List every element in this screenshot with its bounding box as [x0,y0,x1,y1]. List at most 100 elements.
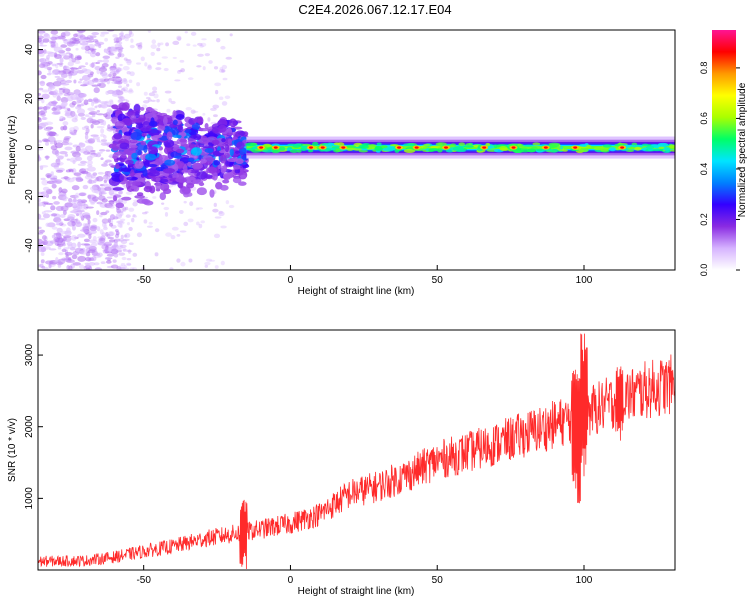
turbulence-blob [125,159,134,165]
noise-blob [113,241,118,248]
noise-blob [220,45,226,50]
noise-blob [189,201,194,207]
noise-blob [156,62,162,66]
noise-blob [169,267,174,270]
turbulence-blob [238,181,247,186]
turbulence-blob [234,150,241,154]
noise-blob [121,78,128,82]
noise-blob [62,38,67,41]
band-blob [578,148,589,153]
noise-blob [212,104,220,109]
noise-blob [91,84,100,87]
noise-blob [84,50,90,54]
noise-blob [126,258,132,261]
noise-blob [41,116,48,121]
noise-blob [58,70,67,73]
noise-blob [138,44,143,48]
snr-frame [37,329,676,571]
noise-blob [132,213,136,217]
noise-blob [55,169,64,173]
noise-blob [123,78,127,83]
noise-blob [117,220,125,225]
noise-blob [106,253,115,257]
noise-blob [179,59,185,63]
noise-blob [222,77,228,81]
noise-blob [42,186,50,191]
noise-blob [201,38,207,41]
noise-blob [214,216,222,219]
noise-blob [61,248,67,253]
noise-blob [126,60,132,66]
noise-blob [118,265,125,270]
noise-blob [185,106,192,111]
band-blob [485,142,491,147]
band-blob [423,143,431,147]
band-blob [463,145,474,148]
turbulence-blob [178,181,184,189]
noise-blob [118,32,124,38]
band-blob [523,144,534,147]
noise-blob [92,136,100,140]
noise-blob [152,196,157,199]
noise-blob [56,77,65,82]
noise-blob [117,49,123,53]
noise-blob [87,138,96,144]
noise-blob [39,57,47,63]
noise-blob [60,205,69,212]
noise-blob [132,252,138,257]
noise-blob [96,125,105,129]
noise-blob [119,244,127,248]
noise-blob [123,57,128,61]
noise-blob [73,172,82,177]
noise-blob [48,248,57,251]
noise-blob [100,139,108,142]
turbulence-blob [111,116,118,124]
turbulence-blob [114,120,125,129]
noise-blob [108,99,114,103]
turbulence-blob [147,164,158,168]
noise-blob [215,38,221,43]
turbulence-blob [143,160,150,168]
noise-blob [38,213,42,220]
turbulence-blob [202,145,212,149]
bright-spot-core [414,146,419,149]
turbulence-blob [112,187,124,191]
noise-blob [103,174,108,180]
noise-blob [120,98,128,101]
noise-blob [77,241,81,248]
noise-blob [197,53,204,57]
noise-blob [56,62,64,65]
band-blob [345,145,356,149]
band-blob [271,149,281,154]
noise-blob [204,261,211,266]
turbulence-blob [219,154,227,164]
noise-blob [109,47,118,53]
noise-blob [119,46,124,51]
noise-blob [47,86,52,92]
bright-spot-core [511,146,516,149]
noise-blob [59,57,64,64]
noise-blob [146,225,153,228]
noise-blob [39,80,46,87]
noise-blob [38,143,41,147]
noise-blob [119,97,126,102]
turbulence-blob [175,113,185,120]
noise-blob [47,131,57,137]
noise-blob [78,65,86,68]
noise-blob [96,41,105,46]
noise-blob [123,89,129,93]
noise-blob [50,177,58,180]
noise-blob [122,207,127,212]
noise-blob [93,87,100,94]
turbulence-blob [236,141,245,150]
turbulence-blob [164,159,176,166]
snr-x-axis: -50 0 50 100 [136,565,593,586]
turbulence-blob [219,150,226,154]
noise-blob [39,30,44,36]
bright-spot-core [309,146,313,149]
band-blob [358,149,368,153]
noise-blob [74,56,82,61]
noise-blob [125,100,130,103]
turbulence-blob [193,133,202,141]
